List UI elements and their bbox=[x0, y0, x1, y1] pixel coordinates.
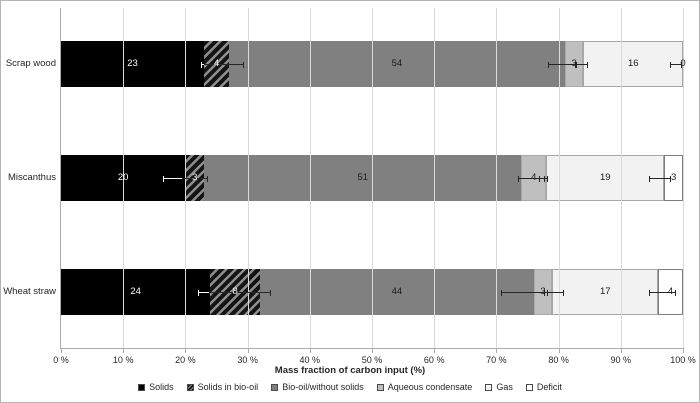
category-label: Wheat straw bbox=[3, 286, 56, 297]
segment-value-label: 51 bbox=[357, 172, 368, 183]
segment-value-label: 4 bbox=[531, 172, 537, 183]
x-axis-tick-label: 60 % bbox=[423, 355, 445, 365]
error-bar bbox=[197, 290, 210, 296]
bar-segment bbox=[552, 269, 659, 315]
x-axis-tick-label: 20 % bbox=[175, 355, 196, 365]
x-axis-tick bbox=[247, 348, 249, 353]
legend-label: Bio-oil/without solids bbox=[282, 382, 364, 392]
segment-value-label: 0 bbox=[680, 58, 686, 69]
x-axis-tick bbox=[496, 348, 498, 353]
error-bar bbox=[548, 62, 578, 68]
x-axis-tick bbox=[683, 348, 684, 353]
error-bar bbox=[209, 290, 272, 296]
x-axis-tick bbox=[620, 348, 622, 353]
legend-swatch bbox=[525, 383, 533, 391]
gridline bbox=[620, 8, 622, 348]
x-axis-tick-label: 100 % bbox=[670, 355, 696, 365]
error-bar bbox=[163, 176, 182, 182]
error-bar bbox=[544, 290, 565, 296]
segment-value-label: 24 bbox=[130, 286, 141, 297]
segment-value-label: 3 bbox=[571, 58, 577, 69]
error-bar bbox=[574, 62, 588, 68]
x-axis-tick-label: 70 % bbox=[486, 355, 507, 365]
legend-label: Gas bbox=[496, 382, 513, 392]
segment-value-label: 16 bbox=[627, 58, 639, 69]
segment-value-label: 4 bbox=[667, 286, 674, 297]
error-bar bbox=[181, 176, 208, 182]
segment-value-label: 20 bbox=[117, 172, 129, 183]
gridline bbox=[309, 8, 311, 348]
x-axis-title: Mass fraction of carbon input (%) bbox=[274, 365, 426, 376]
gridline bbox=[683, 8, 684, 348]
x-axis-tick-label: 0 % bbox=[53, 355, 69, 365]
x-axis-tick-label: 50 % bbox=[361, 355, 383, 365]
bar-segment bbox=[61, 41, 205, 87]
error-bar bbox=[204, 62, 244, 68]
error-bar bbox=[669, 62, 682, 68]
legend-item: Solids bbox=[138, 382, 174, 392]
segment-value-label: 3 bbox=[671, 172, 677, 183]
error-bar bbox=[648, 290, 677, 296]
error-bar bbox=[648, 176, 672, 182]
legend-label: Deficit bbox=[536, 382, 562, 392]
y-axis-line bbox=[60, 8, 61, 348]
x-axis-tick bbox=[123, 348, 125, 353]
gridline bbox=[123, 8, 125, 348]
segment-value-label: 23 bbox=[127, 58, 138, 69]
error-bar bbox=[539, 176, 549, 182]
legend-swatch bbox=[376, 383, 384, 391]
bar-segment bbox=[583, 41, 683, 87]
legend: Solids Solids in bio-oil Bio-oil/without s… bbox=[1, 382, 699, 392]
legend-item: Aqueous condensate bbox=[376, 382, 473, 392]
x-axis-line bbox=[60, 348, 683, 349]
error-bar bbox=[500, 290, 549, 296]
legend-swatch bbox=[271, 383, 279, 391]
gridline bbox=[372, 8, 373, 348]
gridline bbox=[247, 8, 249, 348]
legend-label: Solids in bio-oil bbox=[197, 382, 259, 392]
legend-label: Aqueous condensate bbox=[387, 382, 473, 392]
x-axis-tick bbox=[558, 348, 560, 353]
bar-segment bbox=[204, 155, 522, 201]
gridline bbox=[496, 8, 498, 348]
gridline bbox=[434, 8, 436, 348]
category-label: Scrap wood bbox=[5, 58, 56, 69]
x-axis-tick bbox=[61, 348, 62, 353]
gridline bbox=[558, 8, 560, 348]
legend-swatch bbox=[485, 383, 493, 391]
x-axis-tick bbox=[434, 348, 436, 353]
x-axis-tick-label: 40 % bbox=[299, 355, 321, 365]
segment-value-label: 54 bbox=[391, 58, 403, 69]
bar-segment bbox=[546, 155, 665, 201]
bar-segment bbox=[61, 269, 211, 315]
x-axis-tick-label: 80 % bbox=[548, 355, 569, 365]
x-axis-tick bbox=[185, 348, 187, 353]
error-bar bbox=[517, 176, 546, 182]
x-axis-tick bbox=[309, 348, 311, 353]
category-label: Miscanthus bbox=[7, 172, 56, 183]
legend-item: Gas bbox=[485, 382, 513, 392]
segment-value-label: 3 bbox=[192, 172, 198, 183]
legend-item: Bio-oil/without solids bbox=[271, 382, 364, 392]
legend-label: Solids bbox=[149, 382, 174, 392]
legend-swatch bbox=[138, 383, 146, 391]
segment-value-label: 44 bbox=[391, 286, 403, 297]
segment-value-label: 19 bbox=[599, 172, 611, 183]
x-axis-tick-label: 10 % bbox=[112, 355, 134, 365]
segment-value-label: 3 bbox=[540, 286, 546, 297]
legend-swatch bbox=[186, 383, 194, 391]
segment-value-label: 4 bbox=[213, 58, 220, 69]
bar-segment bbox=[260, 269, 534, 315]
x-axis-tick-label: 30 % bbox=[237, 355, 258, 365]
x-axis-tick bbox=[372, 348, 373, 353]
x-axis-tick-label: 90 % bbox=[610, 355, 632, 365]
segment-value-label: 17 bbox=[599, 286, 611, 297]
bar-segment bbox=[228, 41, 565, 87]
legend-item: Deficit bbox=[525, 382, 562, 392]
error-bar bbox=[200, 62, 205, 68]
segment-value-label: 8 bbox=[232, 286, 238, 297]
legend-item: Solids in bio-oil bbox=[186, 382, 259, 392]
